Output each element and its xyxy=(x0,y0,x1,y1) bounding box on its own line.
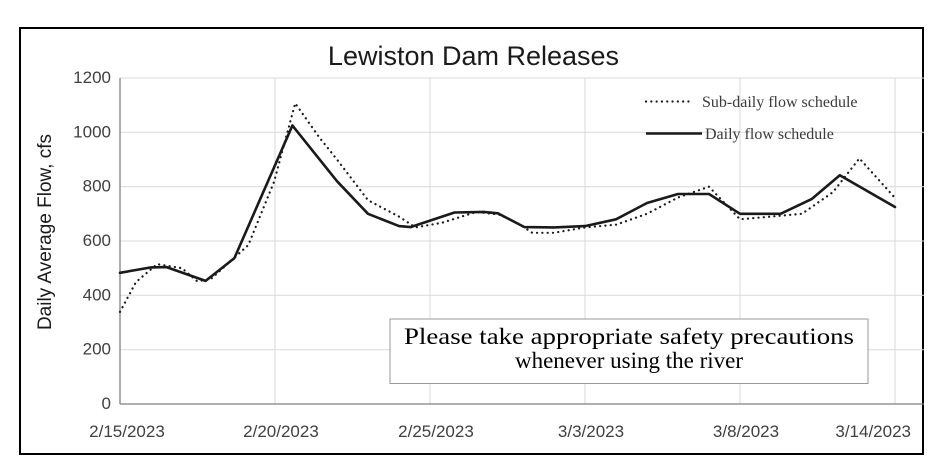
svg-text:Sub-daily flow schedule: Sub-daily flow schedule xyxy=(702,94,858,111)
svg-text:3/8/2023: 3/8/2023 xyxy=(713,422,779,441)
svg-text:Daily flow schedule: Daily flow schedule xyxy=(705,126,834,143)
svg-text:200: 200 xyxy=(83,340,111,359)
svg-text:800: 800 xyxy=(83,177,111,196)
svg-text:Please take appropriate safety: Please take appropriate safety precautio… xyxy=(404,324,854,349)
svg-text:3/14/2023: 3/14/2023 xyxy=(835,422,911,441)
svg-text:whenever using the river: whenever using the river xyxy=(515,348,743,373)
svg-text:1000: 1000 xyxy=(73,122,111,141)
svg-text:2/15/2023: 2/15/2023 xyxy=(89,422,165,441)
svg-text:2/20/2023: 2/20/2023 xyxy=(243,422,319,441)
svg-text:2/25/2023: 2/25/2023 xyxy=(398,422,474,441)
svg-text:1200: 1200 xyxy=(73,68,111,87)
svg-text:600: 600 xyxy=(83,231,111,250)
svg-text:0: 0 xyxy=(102,394,111,413)
svg-text:3/3/2023: 3/3/2023 xyxy=(558,422,624,441)
svg-text:400: 400 xyxy=(83,285,111,304)
